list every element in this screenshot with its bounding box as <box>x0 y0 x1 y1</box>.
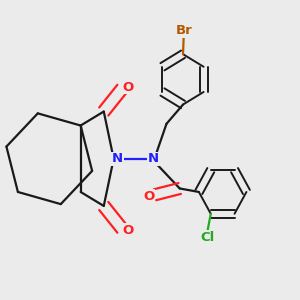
Text: Cl: Cl <box>200 231 214 244</box>
Text: O: O <box>143 190 155 203</box>
Text: N: N <box>112 152 123 165</box>
Text: O: O <box>122 224 134 237</box>
Text: Br: Br <box>175 24 192 37</box>
Text: O: O <box>122 81 134 94</box>
Text: N: N <box>148 152 159 165</box>
